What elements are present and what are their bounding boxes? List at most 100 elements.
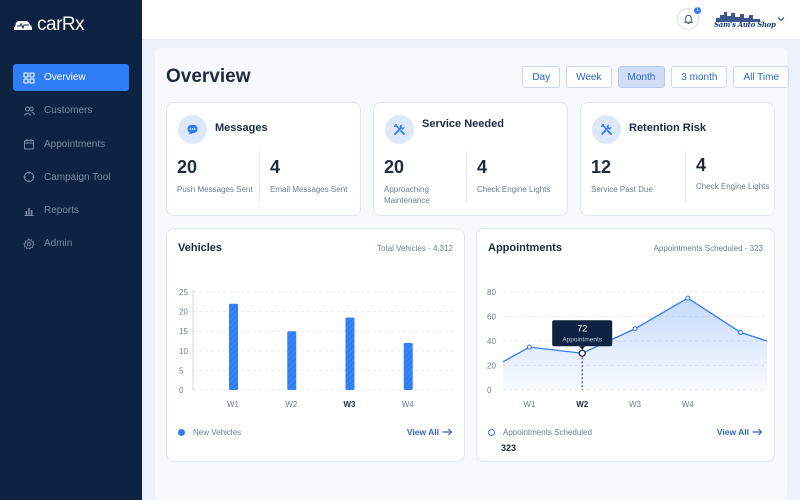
sidebar-item-label: Reports [44, 205, 80, 217]
sidebar-item-campaign-tool[interactable]: Campaign Tool [13, 164, 129, 191]
top-header: 1 Sam's Auto Shop [142, 0, 800, 40]
appointments-view-all-link[interactable]: View All [717, 427, 763, 437]
range-tab-month[interactable]: Month [617, 66, 666, 88]
sidebar-item-overview[interactable]: Overview [13, 64, 129, 91]
appointments-legend: Appointments Scheduled [488, 428, 592, 437]
stat-label: Push Messages Sent [177, 185, 253, 194]
data-point[interactable] [738, 329, 744, 335]
sidebar-item-label: Admin [44, 238, 73, 250]
legend-ring-icon [488, 429, 495, 436]
stat-label: Service Past Due [591, 185, 653, 194]
stat-label: Approaching Maintenance [384, 185, 430, 205]
sidebar-item-customers[interactable]: Customers [13, 97, 129, 124]
chevron-down-icon[interactable] [776, 14, 786, 24]
view-all-label: View All [716, 427, 749, 437]
x-tick-label: W3 [629, 400, 642, 409]
messages-card: Messages 20 Push Messages Sent 4 Email Messa… [166, 102, 361, 216]
calendar-icon [23, 138, 35, 150]
appointments-legend-total: 323 [501, 443, 517, 453]
stat-value: 4 [696, 155, 707, 175]
stat-divider [685, 151, 686, 203]
y-tick-label: 20 [179, 308, 188, 317]
brand-name: Sam's Auto Shop [714, 20, 776, 29]
wrench-icon [385, 115, 414, 144]
y-tick-label: 0 [487, 386, 492, 395]
tooltip-label: Appointments [562, 336, 602, 343]
sidebar-item-label: Overview [44, 72, 86, 83]
y-tick-label: 25 [179, 288, 188, 297]
appointments-title: Appointments [488, 242, 562, 254]
retention-risk-card: Retention Risk 12 Service Past Due 4 Check E… [580, 102, 775, 216]
main-content: Overview Day Week Month 3 month All Time Mes… [142, 40, 800, 500]
sidebar-item-reports[interactable]: Reports [13, 197, 129, 224]
stat-label: Email Messages Sent [270, 185, 348, 194]
page-title: Overview [166, 66, 251, 87]
x-tick-label: W4 [402, 400, 415, 409]
service-needed-card: Service Needed 20 Approaching Maintenance 4… [373, 102, 568, 216]
notification-badge: 1 [694, 7, 701, 14]
brand-logo[interactable]: Sam's Auto Shop [710, 9, 776, 33]
sidebar-item-appointments[interactable]: Appointments [13, 131, 129, 158]
stat-value: 20 [177, 157, 198, 177]
x-tick-label: W3 [344, 400, 357, 409]
logo-text: carRx [37, 14, 85, 35]
arrow-right-icon [442, 428, 453, 436]
y-tick-label: 15 [179, 327, 188, 336]
stat-divider [466, 151, 467, 203]
y-tick-label: 5 [179, 366, 184, 375]
y-tick-label: 60 [487, 313, 496, 322]
target-icon [23, 171, 35, 183]
grid-icon [23, 71, 35, 84]
date-range-tabs: Day Week Month 3 month All Time [522, 66, 789, 88]
vehicles-bar-chart: 0 5 10 15 20 25 W1 W2 W3 W4 [179, 288, 456, 409]
stat-divider [259, 151, 260, 203]
notifications-button[interactable]: 1 [677, 7, 701, 30]
stat-value: 4 [477, 157, 488, 177]
sidebar: carRx Overview Customers Appointments Campa… [0, 0, 142, 500]
range-tab-3-month[interactable]: 3 month [671, 66, 728, 88]
bar-w1[interactable] [229, 303, 238, 390]
legend-dot-icon [178, 429, 185, 436]
vehicles-legend: New Vehicles [178, 428, 241, 437]
app-logo[interactable]: carRx [13, 14, 85, 36]
y-tick-label: 20 [487, 362, 496, 371]
stat-card-title: Service Needed [422, 118, 504, 130]
range-tab-all-time[interactable]: All Time [733, 66, 789, 88]
data-point[interactable] [632, 326, 638, 332]
data-point[interactable] [685, 295, 691, 301]
stat-card-title: Retention Risk [629, 122, 707, 134]
sidebar-item-admin[interactable]: Admin [13, 230, 129, 257]
stat-value: 4 [270, 157, 281, 177]
sidebar-nav: Overview Customers Appointments Campaign To… [13, 64, 129, 264]
bar-w2[interactable] [287, 331, 297, 390]
legend-label: Appointments Scheduled [503, 428, 592, 437]
vehicles-total: Total Vehicles - 4,312 [376, 244, 453, 253]
car-logo-icon [14, 21, 32, 30]
area-fill [503, 298, 767, 390]
legend-label: New Vehicles [193, 428, 242, 437]
bell-icon [683, 14, 693, 24]
stat-value: 12 [591, 157, 612, 177]
y-tick-label: 10 [179, 347, 188, 356]
skyline-icon [716, 12, 760, 22]
wrench-icon [592, 115, 621, 144]
x-tick-label: W1 [227, 400, 240, 409]
bar-w3[interactable] [345, 317, 355, 390]
stat-label: Check Engine Lights [696, 182, 770, 191]
overview-panel: Overview Day Week Month 3 month All Time Mes… [155, 48, 789, 500]
stat-card-title: Messages [215, 122, 268, 134]
settings-icon [23, 238, 35, 250]
vehicles-view-all-link[interactable]: View All [407, 427, 453, 437]
x-tick-label: W1 [523, 400, 536, 409]
data-point[interactable] [526, 344, 532, 350]
view-all-label: View All [406, 427, 439, 437]
data-point-highlight[interactable] [578, 349, 586, 357]
range-tab-week[interactable]: Week [566, 66, 612, 88]
range-tab-day[interactable]: Day [522, 66, 561, 88]
x-tick-label: W4 [682, 400, 695, 409]
y-tick-label: 0 [179, 386, 184, 395]
appointments-total: Appointments Scheduled - 323 [653, 244, 763, 253]
sidebar-item-label: Appointments [44, 138, 106, 150]
bar-chart-icon [23, 205, 35, 217]
bar-w4[interactable] [403, 342, 413, 390]
